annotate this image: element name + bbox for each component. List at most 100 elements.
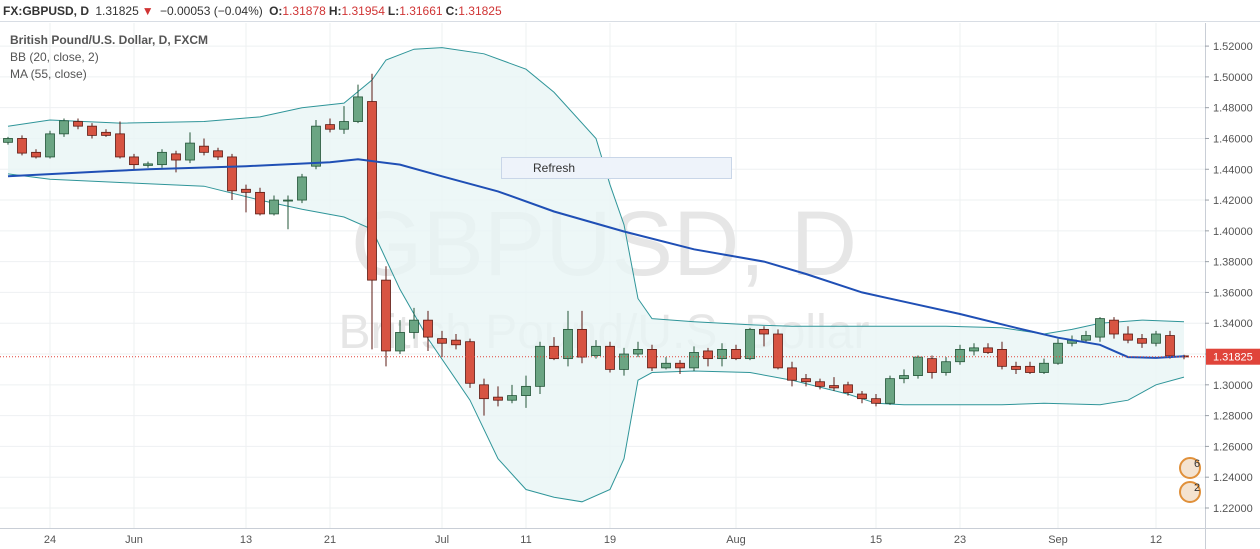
- x-tick-label: 24: [44, 534, 56, 546]
- candle-body: [437, 338, 447, 344]
- candle-body: [339, 121, 349, 130]
- candle-body: [73, 121, 83, 127]
- candle-body: [633, 349, 643, 355]
- candle-body: [17, 138, 27, 154]
- candle-body: [115, 133, 125, 158]
- candle-body: [1137, 338, 1147, 344]
- candle-body: [367, 101, 377, 281]
- x-tick-label: 19: [604, 534, 616, 546]
- y-tick-label: 1.40000: [1213, 226, 1253, 238]
- candle-body: [409, 319, 419, 333]
- bb-lower: [7, 173, 1185, 503]
- candle-body: [759, 328, 769, 335]
- candle-body: [899, 375, 909, 380]
- candle-body: [787, 367, 797, 381]
- candle-body: [941, 361, 951, 373]
- candle-body: [1123, 333, 1133, 341]
- candle-body: [59, 120, 69, 135]
- candle-body: [983, 347, 993, 353]
- ohlc-value: 1.31825: [458, 4, 502, 18]
- candle-body: [395, 332, 405, 352]
- candle-body: [479, 384, 489, 400]
- candle-body: [241, 188, 251, 193]
- ohlc-value: 1.31661: [399, 4, 443, 18]
- candle-body: [997, 349, 1007, 367]
- refresh-button-label[interactable]: Refresh: [533, 161, 575, 175]
- y-tick-label: 1.48000: [1213, 103, 1253, 115]
- candle-body: [955, 349, 965, 363]
- candle-body: [1081, 335, 1091, 341]
- y-tick-label: 1.46000: [1213, 133, 1253, 145]
- ma-line: [7, 158, 1185, 359]
- candle-body: [269, 199, 279, 215]
- candle-body: [31, 151, 41, 158]
- event-count: 6: [1194, 458, 1200, 470]
- y-tick-label: 1.30000: [1213, 380, 1253, 392]
- candle-body: [535, 345, 545, 387]
- candle-body: [549, 345, 559, 360]
- candle-body: [3, 138, 13, 143]
- y-tick-label: 1.36000: [1213, 287, 1253, 299]
- ohlc-label: O:: [269, 4, 283, 18]
- candle-body: [969, 347, 979, 352]
- candle-body: [689, 352, 699, 369]
- event-badge: [1179, 481, 1201, 503]
- y-tick-label: 1.24000: [1213, 472, 1253, 484]
- candle-body: [325, 124, 335, 130]
- ohlc-value: 1.31954: [341, 4, 385, 18]
- x-tick-label: 23: [954, 534, 966, 546]
- event-badge: [1179, 457, 1201, 479]
- candle-body: [157, 151, 167, 166]
- candle-body: [101, 131, 111, 136]
- change-arrow: ▼: [141, 4, 154, 18]
- x-tick-label: Jul: [435, 534, 449, 546]
- candle-body: [213, 150, 223, 158]
- candle-body: [1109, 319, 1119, 335]
- x-tick-label: Aug: [726, 534, 746, 546]
- y-tick-label: 1.28000: [1213, 411, 1253, 423]
- candle-body: [45, 133, 55, 158]
- candle-body: [283, 199, 293, 202]
- candle-body: [1151, 333, 1161, 344]
- candle-body: [227, 156, 237, 192]
- candle-body: [647, 349, 657, 369]
- ohlc-label: L:: [387, 4, 400, 18]
- candle-body: [1165, 335, 1175, 357]
- price: 1.31825: [95, 4, 139, 18]
- ohlc-value: 1.31878: [282, 4, 326, 18]
- candle-body: [1011, 365, 1021, 370]
- candle-body: [927, 358, 937, 373]
- y-tick-label: 1.42000: [1213, 195, 1253, 207]
- candle-body: [661, 362, 671, 369]
- candle-body: [507, 395, 517, 401]
- x-tick-label: 21: [324, 534, 336, 546]
- candle-body: [675, 362, 685, 369]
- x-tick-label: Sep: [1048, 534, 1068, 546]
- candle-body: [1095, 318, 1105, 338]
- candle-body: [1039, 362, 1049, 373]
- candle-body: [885, 378, 895, 404]
- refresh-button[interactable]: [501, 157, 732, 179]
- y-tick-label: 1.26000: [1213, 441, 1253, 453]
- y-tick-label: 1.44000: [1213, 164, 1253, 176]
- ohlc-label: H:: [328, 4, 342, 18]
- last-price-tag: [1206, 348, 1260, 365]
- candle-body: [843, 384, 853, 393]
- legend-entry: MA (55, close): [10, 67, 87, 81]
- candle-body: [577, 328, 587, 358]
- y-tick-label: 1.50000: [1213, 72, 1253, 84]
- candle-body: [129, 156, 139, 166]
- candle-body: [423, 319, 433, 338]
- legend-title: British Pound/U.S. Dollar, D, FXCM: [10, 33, 208, 47]
- candle-body: [857, 393, 867, 400]
- y-tick-label: 1.38000: [1213, 257, 1253, 269]
- candle-body: [605, 345, 615, 370]
- ohlc: O:1.31878 H:1.31954 L:1.31661 C:1.31825: [269, 4, 505, 18]
- y-tick-label: 1.34000: [1213, 318, 1253, 330]
- symbol: FX:GBPUSD, D: [3, 4, 90, 18]
- candle-body: [773, 333, 783, 369]
- y-tick-label: 1.22000: [1213, 503, 1253, 515]
- candle-body: [521, 385, 531, 396]
